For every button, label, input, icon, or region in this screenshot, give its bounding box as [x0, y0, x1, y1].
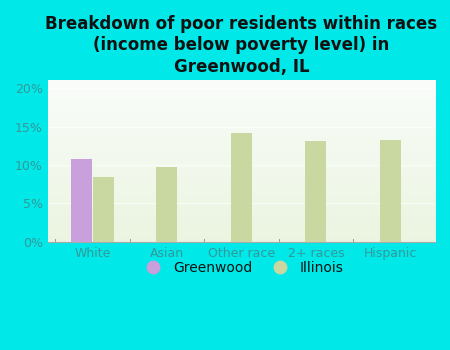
- Bar: [157, 167, 177, 242]
- Bar: [71, 159, 92, 242]
- Title: Breakdown of poor residents within races
(income below poverty level) in
Greenwo: Breakdown of poor residents within races…: [45, 15, 437, 76]
- Bar: [306, 141, 326, 242]
- Legend: Greenwood, Illinois: Greenwood, Illinois: [134, 255, 349, 280]
- Bar: [231, 133, 252, 242]
- Bar: [380, 140, 401, 242]
- Bar: [93, 176, 114, 242]
